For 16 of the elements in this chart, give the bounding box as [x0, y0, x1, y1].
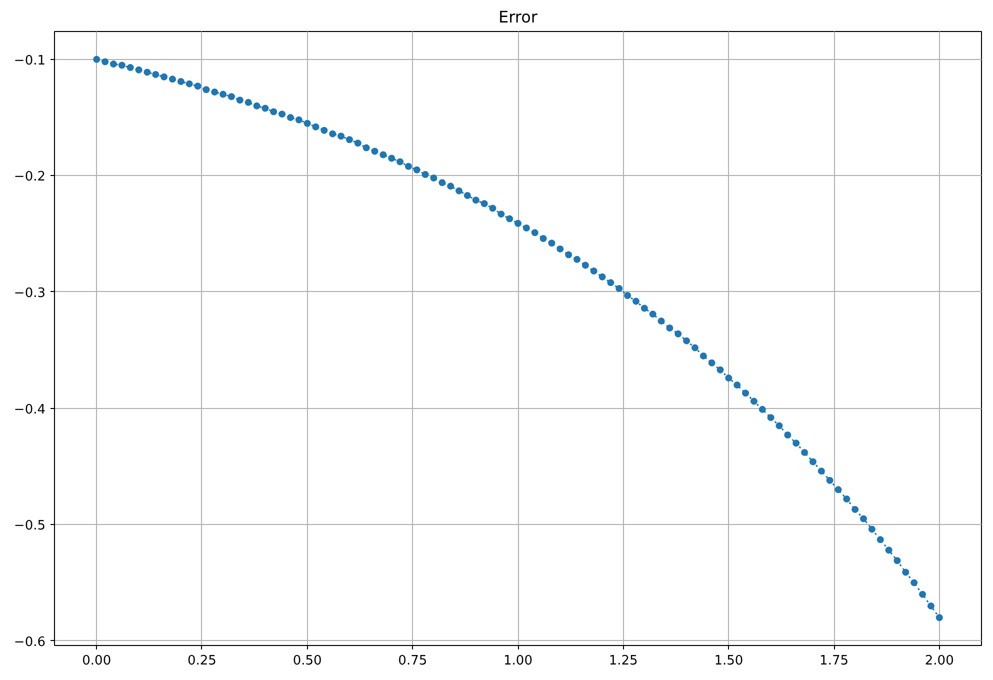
y-tick-label: −0.2	[14, 170, 46, 185]
x-tick-label: 0.50	[292, 654, 322, 668]
x-tick-label: 2.00	[924, 654, 954, 668]
y-tick-label: −0.4	[14, 402, 46, 418]
y-tick-label: −0.1	[14, 53, 46, 68]
x-tick-label: 1.75	[820, 654, 849, 668]
y-tick-label: −0.6	[14, 634, 46, 650]
x-tick-label: 0.00	[82, 654, 112, 668]
x-tick-label: 1.50	[714, 654, 744, 668]
x-tick-label: 1.00	[504, 654, 532, 668]
y-tick-label: −0.5	[14, 518, 46, 534]
chart-title: Error	[498, 8, 538, 26]
x-tick-label: 0.75	[398, 654, 428, 668]
x-tick-label: 1.25	[608, 654, 638, 668]
x-tick-label: 0.25	[188, 654, 216, 668]
y-tick-label: −0.3	[14, 286, 46, 301]
